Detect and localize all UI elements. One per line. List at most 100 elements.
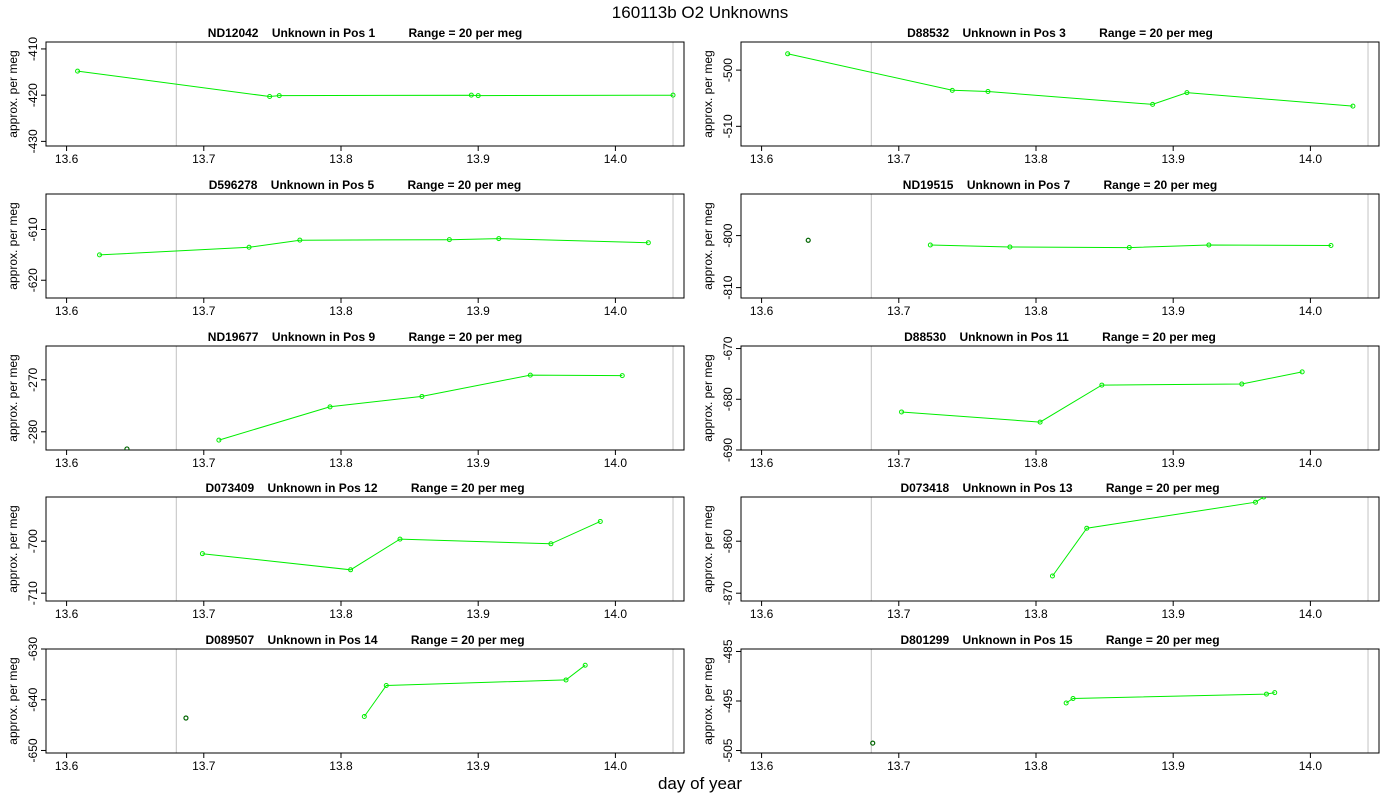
x-tick-label: 13.9 <box>1162 304 1186 318</box>
x-tick-label: 13.6 <box>55 607 79 621</box>
series-group <box>899 369 1305 425</box>
data-point <box>899 409 905 415</box>
x-tick-label: 13.7 <box>192 456 216 470</box>
data-point <box>496 236 502 242</box>
data-point <box>563 677 569 683</box>
x-tick-label: 14.0 <box>604 607 628 621</box>
y-tick-label: -510 <box>721 114 735 138</box>
panel-title: ND19515 Unknown in Pos 7 Range = 20 per … <box>903 178 1217 192</box>
chart-panel: D089507 Unknown in Pos 14 Range = 20 per… <box>6 633 685 773</box>
x-axis-title: day of year <box>657 774 743 793</box>
x-tick-label: 13.9 <box>467 152 491 166</box>
x-tick-label: 13.9 <box>467 456 491 470</box>
x-tick-label: 13.7 <box>192 152 216 166</box>
plot-frame <box>740 648 1380 754</box>
y-axis-label: approx. per meg <box>701 657 715 744</box>
x-tick-label: 13.7 <box>887 607 911 621</box>
plot-frame <box>740 193 1380 299</box>
data-point <box>97 252 103 258</box>
x-tick-label: 13.8 <box>329 304 353 318</box>
x-tick-label: 14.0 <box>1299 607 1323 621</box>
y-tick-label: -280 <box>26 419 40 443</box>
data-point <box>1126 245 1132 251</box>
y-axis-label: approx. per meg <box>6 50 20 137</box>
data-point <box>1084 525 1090 531</box>
x-tick-label: 14.0 <box>604 759 628 773</box>
series-line <box>901 371 1303 423</box>
y-tick-label: -710 <box>26 581 40 605</box>
x-tick-label: 13.8 <box>1024 607 1048 621</box>
data-point <box>475 93 481 99</box>
data-point <box>1037 419 1043 425</box>
data-point <box>1350 103 1356 109</box>
data-point <box>670 92 676 98</box>
plot-frame <box>45 41 685 147</box>
x-tick-label: 14.0 <box>1299 759 1323 773</box>
data-point <box>548 541 554 547</box>
y-axis-label: approx. per meg <box>701 505 715 592</box>
panel-title: D801299 Unknown in Pos 15 Range = 20 per… <box>900 633 1219 647</box>
y-tick-label: -495 <box>721 689 735 713</box>
data-point <box>1206 242 1212 248</box>
y-axis-label: approx. per meg <box>6 354 20 441</box>
data-point <box>985 88 991 94</box>
panel-title: D089507 Unknown in Pos 14 Range = 20 per… <box>205 633 524 647</box>
plot-frame <box>45 345 685 451</box>
series-group <box>124 372 625 450</box>
plot-frame <box>45 496 685 602</box>
data-point <box>267 94 273 100</box>
x-tick-label: 13.8 <box>1024 304 1048 318</box>
data-point <box>327 404 333 410</box>
data-point <box>1263 691 1269 697</box>
plot-frame <box>740 496 1380 602</box>
data-point <box>361 713 367 719</box>
series-line <box>99 238 649 256</box>
data-point <box>1299 369 1305 375</box>
x-tick-label: 13.9 <box>467 759 491 773</box>
x-tick-label: 13.6 <box>750 152 774 166</box>
x-tick-label: 13.6 <box>55 759 79 773</box>
x-tick-label: 13.7 <box>887 152 911 166</box>
x-tick-label: 13.8 <box>329 152 353 166</box>
y-tick-label: -700 <box>26 529 40 553</box>
x-tick-label: 13.6 <box>750 456 774 470</box>
y-axis-label: approx. per meg <box>6 657 20 744</box>
chart-panel: D073409 Unknown in Pos 12 Range = 20 per… <box>6 481 685 621</box>
series-line <box>1052 497 1264 577</box>
outlier-point <box>805 237 811 243</box>
series-group <box>805 237 1334 251</box>
x-tick-label: 13.9 <box>1162 607 1186 621</box>
data-point <box>785 51 791 57</box>
y-tick-label: -670 <box>721 336 735 360</box>
y-tick-label: -800 <box>721 223 735 247</box>
series-group <box>97 236 651 258</box>
chart-panel: D801299 Unknown in Pos 15 Range = 20 per… <box>701 633 1380 773</box>
y-tick-label: -610 <box>26 217 40 241</box>
x-tick-label: 14.0 <box>1299 152 1323 166</box>
data-point <box>1253 499 1259 505</box>
chart-panel: D073418 Unknown in Pos 13 Range = 20 per… <box>701 481 1380 621</box>
data-point <box>348 567 354 573</box>
y-axis-label: approx. per meg <box>701 354 715 441</box>
series-line <box>202 520 601 571</box>
outlier-point <box>183 715 189 721</box>
x-tick-label: 13.9 <box>1162 759 1186 773</box>
data-point <box>1239 381 1245 387</box>
series-line <box>930 244 1332 249</box>
panel-title: D88532 Unknown in Pos 3 Range = 20 per m… <box>907 26 1213 40</box>
x-tick-label: 13.8 <box>1024 759 1048 773</box>
x-tick-label: 14.0 <box>604 456 628 470</box>
y-tick-label: -620 <box>26 268 40 292</box>
x-tick-label: 13.6 <box>55 456 79 470</box>
series-line <box>787 53 1353 107</box>
x-tick-label: 14.0 <box>604 152 628 166</box>
data-point <box>397 536 403 542</box>
series-line <box>1065 692 1275 704</box>
plot-frame <box>740 41 1380 147</box>
series-group <box>183 662 588 721</box>
panel-title: D073409 Unknown in Pos 12 Range = 20 per… <box>205 481 524 495</box>
chart-panel: ND19515 Unknown in Pos 7 Range = 20 per … <box>701 178 1380 318</box>
x-tick-label: 13.9 <box>467 304 491 318</box>
chart-panel: D88530 Unknown in Pos 11 Range = 20 per … <box>701 330 1380 470</box>
y-axis-label: approx. per meg <box>701 50 715 137</box>
